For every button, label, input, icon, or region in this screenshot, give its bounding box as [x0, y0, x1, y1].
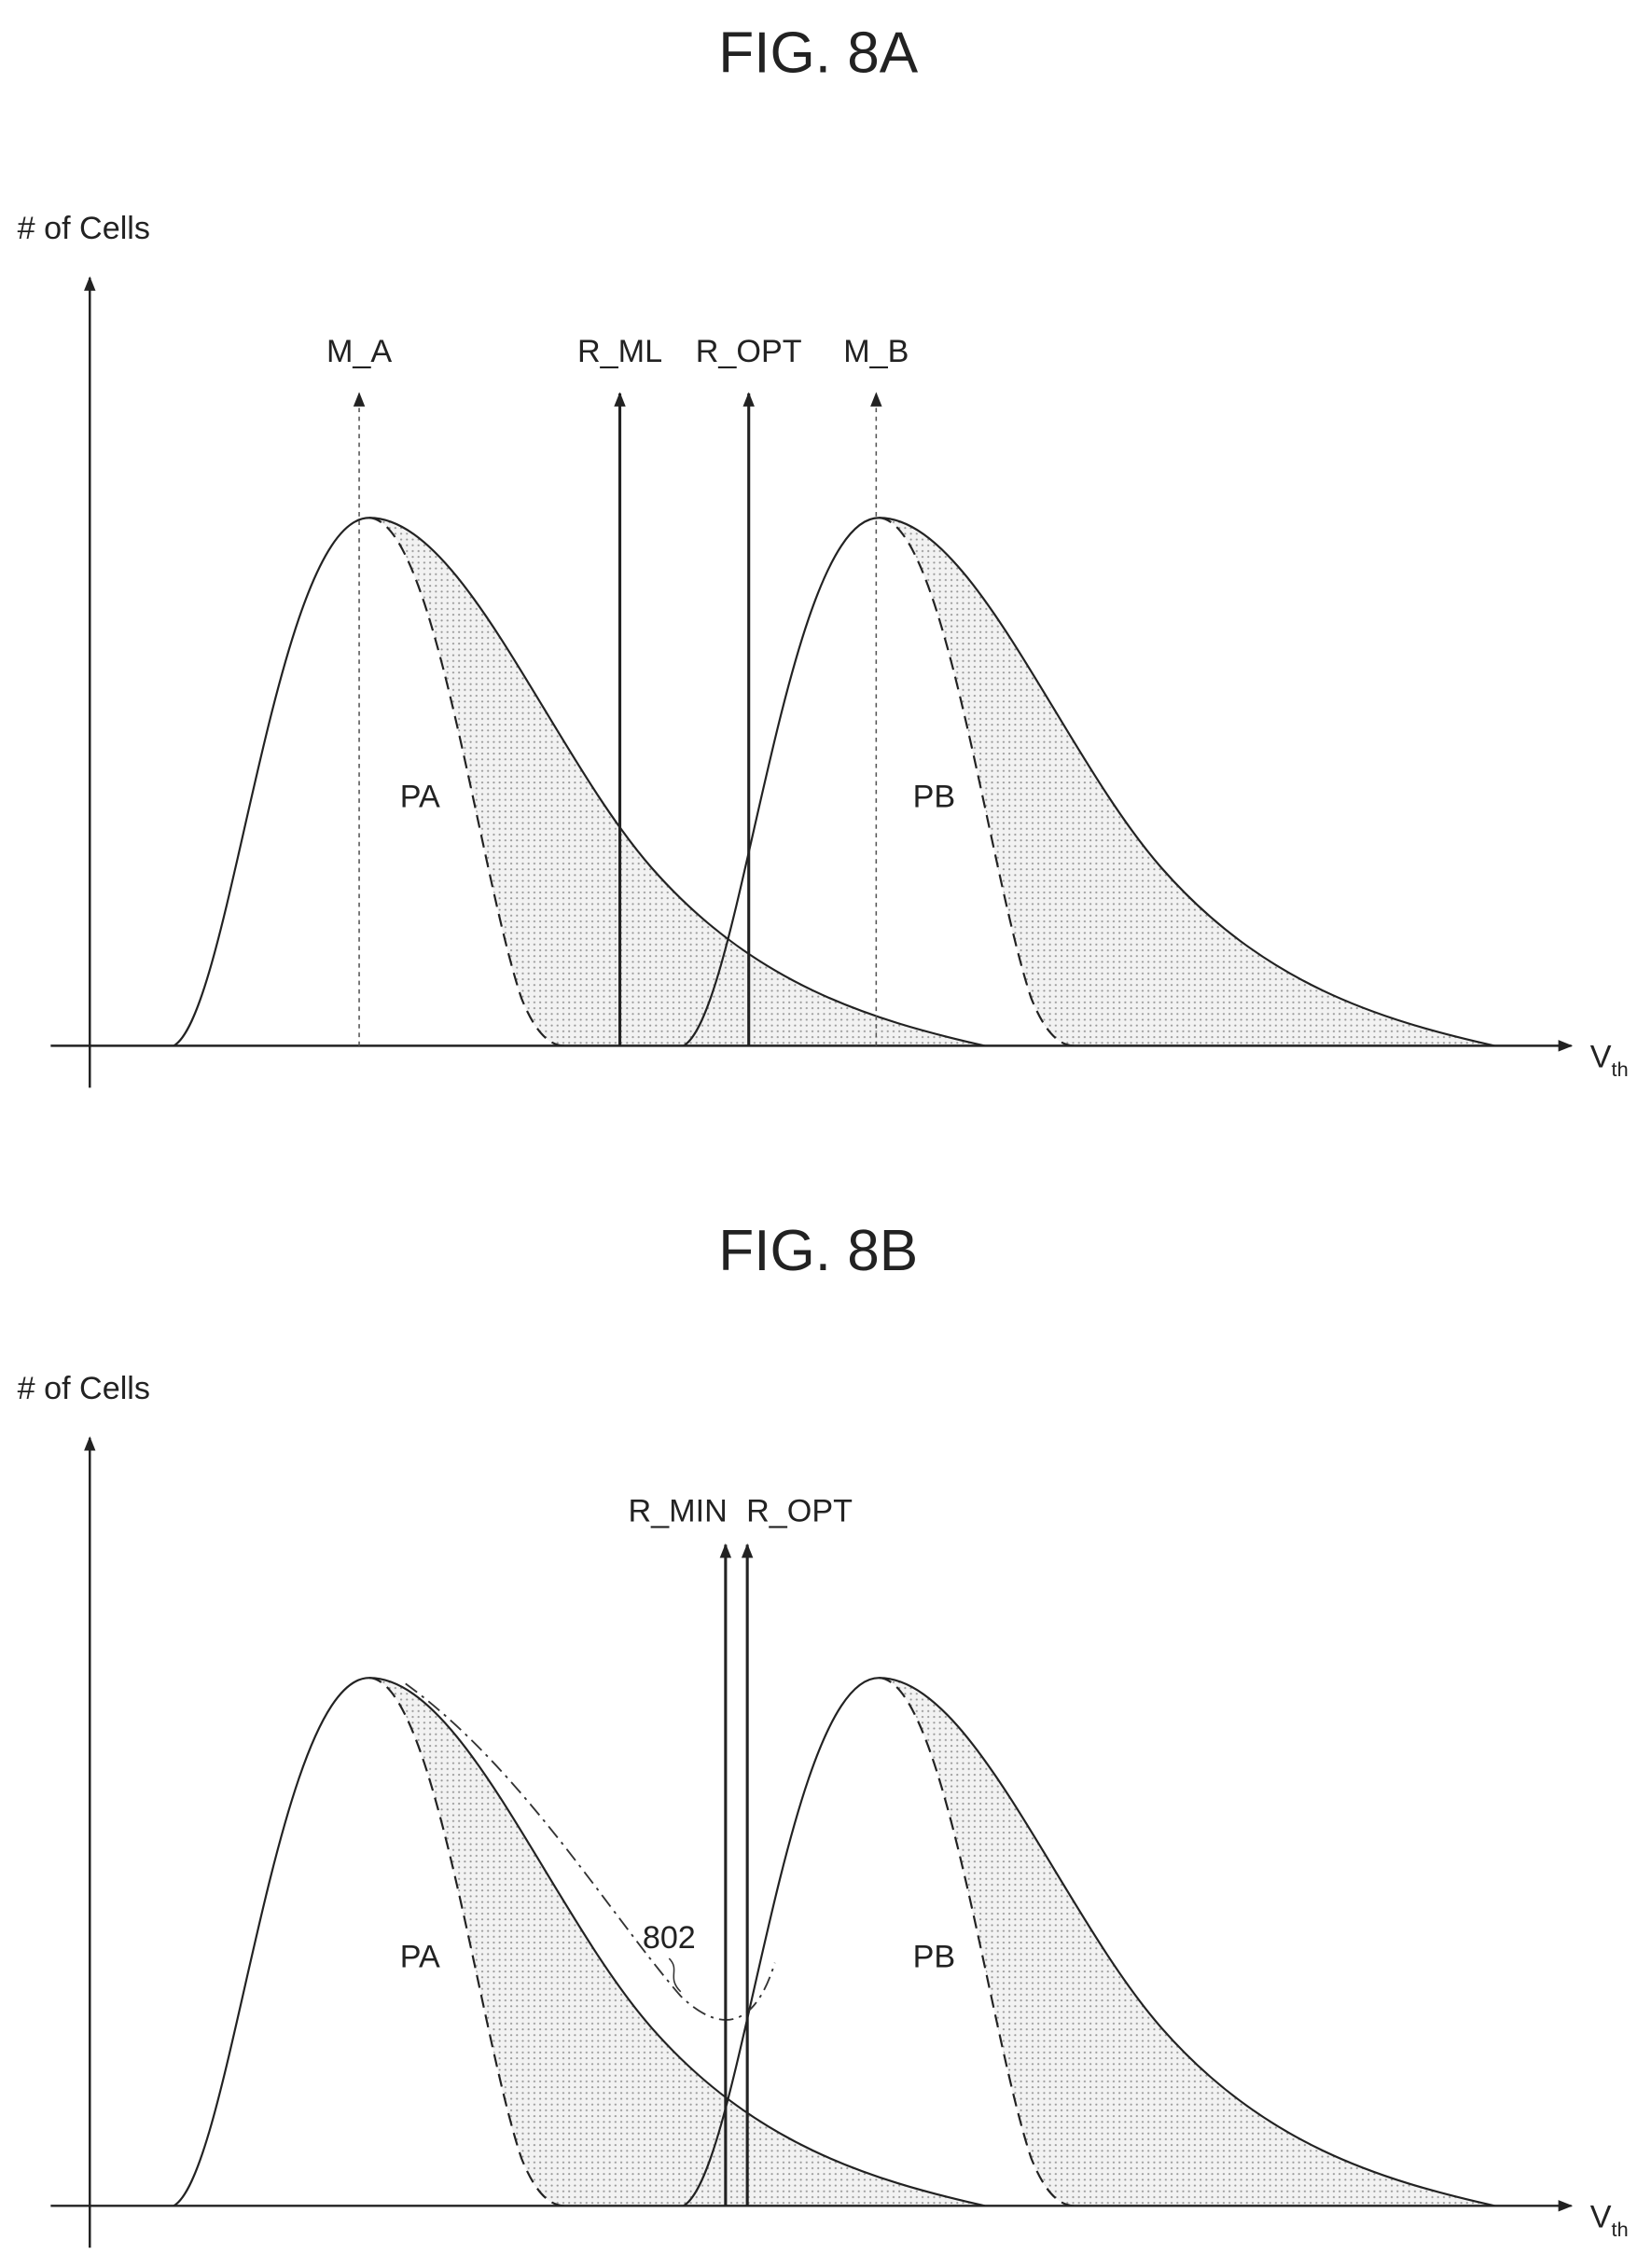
- region-label: PB: [913, 1939, 956, 1974]
- line-label: R_OPT: [696, 334, 802, 369]
- x-axis-label: Vth: [1590, 2200, 1629, 2241]
- leader: [669, 1958, 680, 1992]
- y-axis-label: # of Cells: [18, 1371, 150, 1406]
- line-label: R_MIN: [629, 1494, 728, 1529]
- line-label: R_ML: [577, 334, 662, 369]
- x-axis-label: Vth: [1590, 1040, 1629, 1081]
- distribution-b: [684, 518, 1494, 1045]
- distribution-b: [684, 1678, 1494, 2206]
- line-label: M_B: [843, 334, 909, 369]
- annotation: 802: [643, 1920, 696, 1956]
- distribution-a: [173, 1678, 984, 2206]
- distribution-a: [173, 518, 984, 1045]
- figure-8a: FIG. 8A # of Cells Vth M_A R_ML R_OPT M_…: [18, 21, 1629, 1088]
- line-label: R_OPT: [746, 1494, 853, 1529]
- page: FIG. 8A # of Cells Vth M_A R_ML R_OPT M_…: [0, 0, 1651, 2268]
- figure-title: FIG. 8B: [718, 1219, 918, 1283]
- figure-title: FIG. 8A: [718, 21, 919, 86]
- region-label: PA: [400, 1939, 440, 1974]
- y-axis-label: # of Cells: [18, 211, 150, 246]
- figure-8b: # of Cells 802 Vth R_MIN R_OPT PA PB: [18, 1371, 1629, 2247]
- line-label: M_A: [326, 334, 392, 369]
- region-label: PB: [913, 779, 956, 814]
- region-label: PA: [400, 779, 440, 814]
